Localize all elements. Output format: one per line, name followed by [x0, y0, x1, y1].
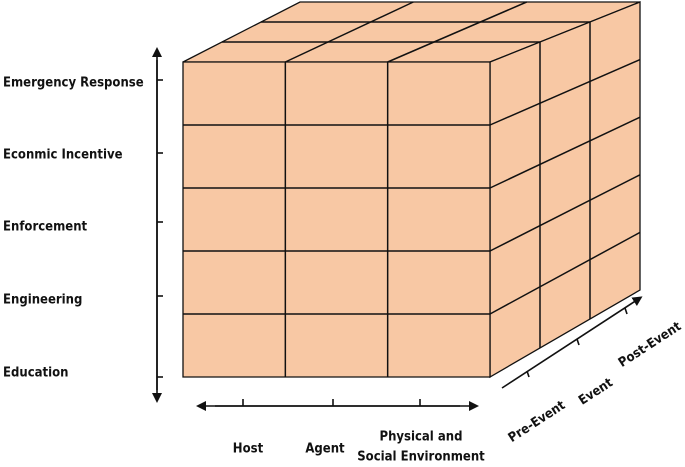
axis-ticks	[157, 79, 628, 406]
y-label: Engineering	[3, 293, 82, 308]
y-label: Emergency Response	[3, 76, 144, 91]
tick	[526, 370, 530, 378]
z-label: Event	[576, 375, 616, 408]
x-label: Physical and	[380, 430, 463, 445]
right-face	[489, 1, 641, 379]
cell-edge	[489, 116, 641, 189]
depth-axis	[501, 296, 643, 389]
cell-edge	[489, 58, 641, 126]
y-label: Enforcement	[3, 220, 88, 235]
z-label: Pre-Event	[506, 398, 569, 446]
x-label: Agent	[305, 442, 345, 457]
x-label: Host	[233, 442, 264, 457]
tick	[624, 307, 628, 315]
cell-edge	[489, 231, 641, 315]
y-label: Econmic Incentive	[3, 148, 123, 163]
z-label: Post-Event	[616, 319, 684, 371]
y-label: Education	[3, 366, 68, 381]
cube-grid	[183, 1, 641, 377]
cell-edge	[387, 1, 527, 63]
cell-edge	[285, 1, 414, 63]
x-label: Social Environment	[357, 450, 485, 465]
cell-edge	[489, 174, 641, 252]
tick	[576, 338, 580, 346]
front-face	[182, 61, 491, 378]
